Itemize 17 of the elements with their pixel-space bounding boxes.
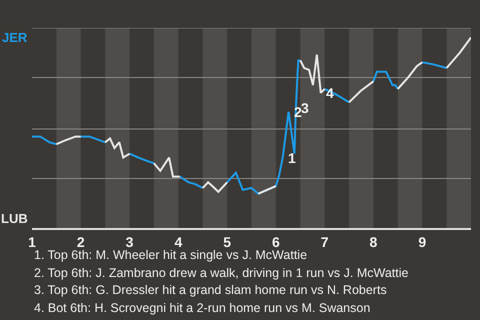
x-tick-label: 8	[370, 234, 378, 250]
annotation: 1	[288, 150, 296, 166]
x-tick-label: 7	[320, 234, 329, 250]
x-tick-label: 9	[418, 234, 426, 250]
x-tick-label: 2	[76, 234, 85, 250]
x-tick-label: 4	[174, 234, 182, 250]
x-tick-label: 3	[126, 234, 134, 250]
x-tick-label: 1	[28, 234, 36, 250]
text: 1. Top 6th: M. Wheeler hit a single vs J. McWattie	[34, 248, 308, 262]
text: JER	[2, 30, 28, 45]
annotation: 3	[301, 100, 309, 116]
x-tick-label: 6	[272, 234, 280, 250]
text: 3. Top 6th: G. Dressler hit a grand slam home run vs N. Roberts	[34, 283, 387, 297]
text: 2. Top 6th: J. Zambrano drew a walk, driving in 1 run vs J. McWattie	[34, 266, 409, 280]
text: LUB	[1, 211, 28, 226]
x-tick-label: 5	[223, 234, 232, 250]
text: 4. Bot 6th: H. Scrovegni hit a 2-run home run vs M. Swanson	[34, 301, 370, 315]
